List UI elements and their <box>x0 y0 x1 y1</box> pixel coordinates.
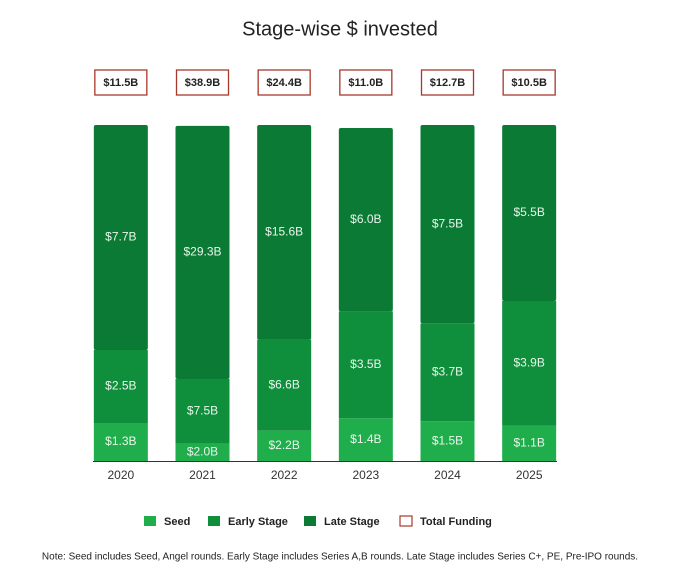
x-tick-label: 2023 <box>352 468 379 482</box>
bar-segment <box>420 421 475 461</box>
total-box <box>94 69 148 96</box>
legend-swatch <box>144 516 156 526</box>
total-box <box>175 69 230 96</box>
data-label: $3.7B <box>432 365 463 379</box>
data-label: $2.0B <box>187 445 218 459</box>
bar-segment <box>257 430 312 461</box>
bar-segment <box>175 443 230 461</box>
data-label: $7.7B <box>105 230 136 244</box>
x-tick-label: 2025 <box>516 468 543 482</box>
data-label: $2.5B <box>105 379 136 393</box>
legend-label: Seed <box>164 516 190 528</box>
x-tick-label: 2021 <box>189 468 216 482</box>
legend-swatch <box>399 515 413 527</box>
chart-title: Stage-wise $ invested <box>242 18 438 40</box>
bar-segment <box>175 378 230 444</box>
bar-segment <box>420 323 475 422</box>
bar-segment <box>257 339 312 431</box>
legend-label: Early Stage <box>228 516 288 528</box>
legend-label: Late Stage <box>324 516 380 528</box>
data-label: $6.0B <box>350 212 381 226</box>
legend-label: Total Funding <box>420 516 492 528</box>
bar-segment <box>420 125 475 324</box>
bar-segment <box>502 425 557 461</box>
total-box <box>339 69 393 96</box>
total-label: $11.5B <box>103 77 138 89</box>
x-tick-label: 2020 <box>107 468 134 482</box>
bar-segment <box>93 125 148 350</box>
data-label: $7.5B <box>432 216 463 230</box>
data-label: $7.5B <box>187 404 218 418</box>
data-label: $3.9B <box>513 356 544 370</box>
bar-segment <box>338 311 393 419</box>
total-label: $12.7B <box>430 77 466 89</box>
bar-segment <box>502 125 557 301</box>
x-tick-label: 2024 <box>434 468 461 482</box>
legend-swatch <box>208 516 220 526</box>
bar-segment <box>338 128 393 312</box>
data-label: $15.6B <box>265 225 303 239</box>
total-box <box>420 69 475 96</box>
note: Note: Seed includes Seed, Angel rounds. … <box>42 552 638 563</box>
total-label: $38.9B <box>185 77 221 89</box>
data-label: $1.4B <box>350 432 381 446</box>
total-box <box>502 69 556 96</box>
data-label: $6.6B <box>268 377 299 391</box>
x-tick-label: 2022 <box>271 468 298 482</box>
legend-swatch <box>304 516 316 526</box>
total-label: $24.4B <box>266 77 302 89</box>
bar-segment <box>257 125 312 340</box>
data-label: $1.1B <box>513 436 544 450</box>
total-box <box>257 69 311 96</box>
data-label: $5.5B <box>513 205 544 219</box>
total-label: $10.5B <box>511 77 547 89</box>
bar-segment <box>338 418 393 461</box>
data-label: $1.3B <box>105 434 136 448</box>
data-label: $3.5B <box>350 357 381 371</box>
data-label: $29.3B <box>183 245 221 259</box>
bar-segment <box>175 125 230 379</box>
data-label: $1.5B <box>432 433 463 447</box>
data-label: $2.2B <box>268 438 299 452</box>
bar-segment <box>93 423 148 461</box>
bar-segment <box>93 349 148 424</box>
bar-segment <box>502 301 557 426</box>
total-label: $11.0B <box>348 77 383 89</box>
